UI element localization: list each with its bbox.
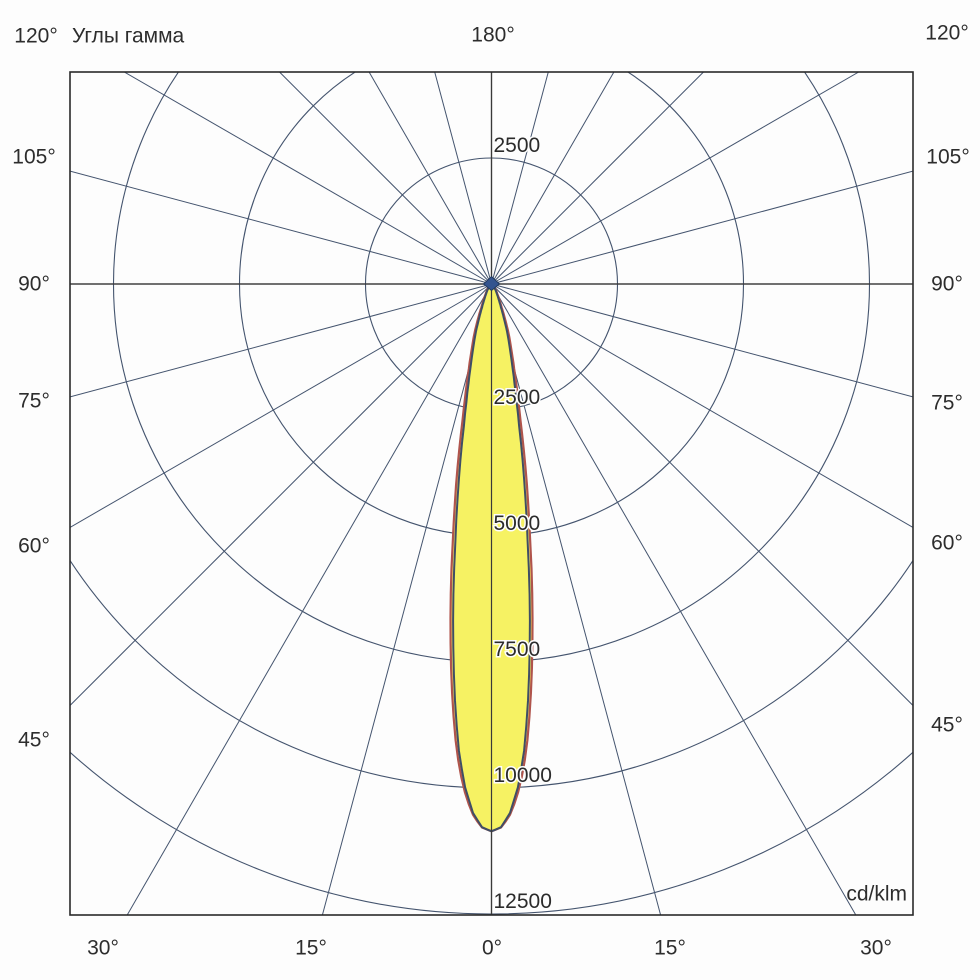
gamma-angle-label-top-center: 180°	[471, 23, 515, 47]
gamma-angle-label-bottom-30l: 30°	[87, 936, 119, 960]
gamma-angle-label-right-105: 105°	[926, 145, 970, 169]
grid-ray-105	[321, 283, 492, 915]
gamma-angle-label-left-75: 75°	[18, 389, 50, 413]
gamma-angle-label-bottom-15l: 15°	[295, 936, 327, 960]
units-label: cd/klm	[846, 882, 907, 906]
ring-value-label-7500: 7500	[494, 638, 541, 661]
grid-ray-165	[70, 283, 492, 398]
grid-ray-345	[491, 170, 913, 285]
ring-value-label-top: 2500	[494, 134, 541, 157]
grid-ray-315	[491, 72, 704, 285]
chart-title: Углы гамма	[72, 24, 185, 48]
gamma-angle-label-right-45: 45°	[931, 713, 963, 737]
gamma-angle-label-top-right: 120°	[925, 21, 969, 45]
gamma-angle-label-top-left: 120°	[14, 24, 58, 48]
gamma-angle-label-bottom-15r: 15°	[654, 936, 686, 960]
gamma-angle-label-bottom-30r: 30°	[860, 936, 892, 960]
grid-ray-15	[491, 283, 913, 398]
pole-marker-icon	[482, 275, 501, 292]
grid-ray-30	[491, 283, 913, 528]
gamma-angle-label-left-90: 90°	[18, 272, 50, 296]
ring-value-label-2500: 2500	[494, 386, 541, 409]
gamma-angle-label-right-75: 75°	[931, 391, 963, 415]
gamma-angle-label-left-45: 45°	[18, 728, 50, 752]
grid-ray-330	[491, 72, 859, 285]
gamma-angle-label-right-60: 60°	[931, 531, 963, 555]
gamma-angle-label-left-105: 105°	[12, 145, 56, 169]
grid-ray-210	[124, 72, 492, 285]
plot-frame	[69, 71, 914, 916]
gamma-angle-label-left-60: 60°	[18, 534, 50, 558]
grid-ray-75	[491, 283, 662, 915]
gamma-angle-label-right-90: 90°	[931, 272, 963, 296]
grid-ray-120	[126, 283, 492, 915]
grid-ray-135	[70, 283, 492, 706]
grid-ray-285	[491, 72, 549, 285]
grid-ray-255	[434, 72, 492, 285]
grid-ray-240	[368, 72, 492, 285]
grid-ray-300	[491, 72, 615, 285]
grid-ray-45	[491, 283, 913, 706]
grid-ray-150	[70, 283, 492, 528]
plot-area: 2500 5000 7500 10000 12500 2500	[70, 72, 913, 915]
ring-value-label-12500: 12500	[494, 890, 552, 913]
grid-ray-225	[279, 72, 492, 285]
gamma-angle-label-bottom-0: 0°	[481, 936, 503, 960]
ring-value-label-10000: 10000	[494, 764, 552, 787]
grid-ray-195	[70, 170, 492, 285]
grid-ray-60	[491, 283, 857, 915]
ring-value-label-5000: 5000	[494, 512, 541, 535]
